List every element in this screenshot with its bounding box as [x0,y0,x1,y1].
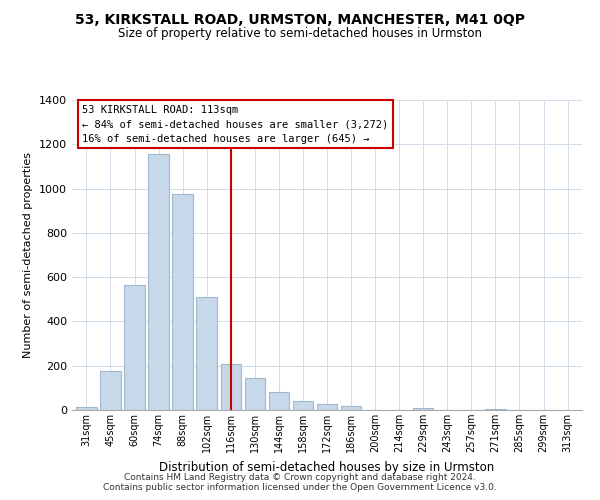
Bar [172,194,193,410]
Bar [221,364,241,410]
Bar [293,401,313,410]
Bar [100,371,121,410]
Bar [148,154,169,410]
Text: Contains HM Land Registry data © Crown copyright and database right 2024.: Contains HM Land Registry data © Crown c… [124,472,476,482]
Bar [76,406,97,410]
Bar [317,404,337,410]
Bar [124,285,145,410]
Bar [196,297,217,410]
X-axis label: Distribution of semi-detached houses by size in Urmston: Distribution of semi-detached houses by … [160,460,494,473]
Text: 53, KIRKSTALL ROAD, URMSTON, MANCHESTER, M41 0QP: 53, KIRKSTALL ROAD, URMSTON, MANCHESTER,… [75,12,525,26]
Bar [485,409,506,410]
Bar [341,406,361,410]
Text: 53 KIRKSTALL ROAD: 113sqm
← 84% of semi-detached houses are smaller (3,272)
16% : 53 KIRKSTALL ROAD: 113sqm ← 84% of semi-… [82,104,388,144]
Bar [269,392,289,410]
Bar [245,378,265,410]
Bar [413,408,433,410]
Y-axis label: Number of semi-detached properties: Number of semi-detached properties [23,152,34,358]
Text: Contains public sector information licensed under the Open Government Licence v3: Contains public sector information licen… [103,484,497,492]
Text: Size of property relative to semi-detached houses in Urmston: Size of property relative to semi-detach… [118,28,482,40]
